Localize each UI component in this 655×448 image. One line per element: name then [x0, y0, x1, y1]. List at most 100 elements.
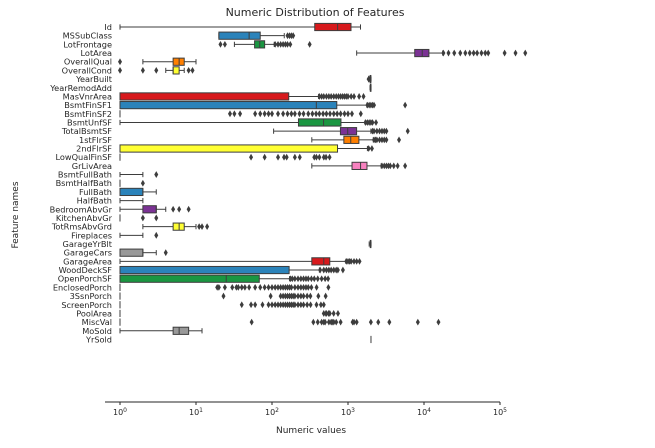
outlier-point: [346, 93, 350, 100]
outlier-point: [197, 223, 202, 231]
outlier-point: [384, 162, 389, 170]
outlier-point: [282, 153, 287, 161]
outlier-point: [335, 310, 340, 317]
outlier-point: [140, 67, 145, 74]
outlier-point: [292, 110, 297, 118]
outlier-point: [292, 284, 297, 291]
outlier-point: [303, 284, 308, 291]
y-tick-label: HalfBath: [77, 196, 112, 206]
outlier-point: [154, 171, 159, 178]
outlier-point: [253, 301, 258, 309]
outlier-point: [321, 93, 326, 100]
outlier-point: [154, 231, 159, 239]
outlier-point: [266, 110, 271, 118]
outlier-point: [285, 292, 290, 300]
y-tick-label: EnclosedPorch: [53, 282, 112, 292]
outlier-point: [216, 284, 221, 291]
outlier-point: [483, 49, 488, 57]
outlier-point: [321, 153, 326, 161]
outlier-point: [262, 284, 267, 291]
outlier-point: [377, 136, 382, 144]
x-tick-base: 10: [493, 408, 503, 417]
outlier-point: [452, 49, 457, 57]
y-axis-label: Feature names: [11, 181, 21, 248]
outlier-point: [391, 162, 396, 170]
outlier-point: [285, 110, 290, 118]
outlier-point: [335, 266, 340, 274]
outlier-point: [288, 40, 293, 48]
outlier-point: [281, 292, 286, 300]
iqr-box: [119, 248, 144, 257]
outlier-point: [273, 301, 278, 309]
iqr-box: [119, 274, 260, 283]
y-tick-label: GrLivArea: [72, 161, 112, 171]
outlier-point: [298, 301, 303, 309]
outlier-point: [273, 40, 278, 48]
outlier-point: [370, 119, 375, 126]
outlier-point: [298, 292, 303, 300]
y-tick-label: YearBuilt: [75, 74, 113, 84]
outlier-point: [358, 110, 363, 118]
outlier-point: [276, 284, 281, 291]
outlier-point: [324, 153, 329, 161]
y-tick-label: GarageYrBlt: [63, 239, 113, 249]
outlier-point: [349, 110, 354, 118]
outlier-point: [374, 119, 379, 126]
y-tick-label: BsmtFullBath: [58, 170, 112, 180]
outlier-point: [249, 301, 254, 309]
outlier-point: [317, 110, 322, 118]
outlier-point: [308, 301, 313, 309]
outlier-point: [283, 292, 288, 300]
outlier-point: [331, 310, 336, 317]
outlier-point: [262, 153, 267, 161]
outlier-point: [323, 275, 328, 283]
outlier-point: [319, 93, 324, 100]
y-tick-label: LowQualFinSF: [55, 152, 112, 162]
outlier-point: [315, 275, 320, 283]
outlier-point: [278, 284, 283, 291]
outlier-point: [276, 40, 281, 48]
outlier-point: [349, 257, 354, 265]
outlier-point: [253, 110, 258, 118]
outlier-point: [278, 301, 283, 309]
outlier-point: [311, 318, 316, 326]
outlier-point: [384, 127, 389, 135]
outlier-point: [327, 310, 332, 317]
iqr-box: [142, 205, 157, 214]
outlier-point: [307, 40, 312, 48]
iqr-box: [218, 31, 261, 40]
x-tick-label: 105: [493, 407, 507, 417]
y-tick-label: MoSold: [82, 326, 112, 336]
outlier-point: [190, 67, 195, 74]
outlier-point: [238, 110, 243, 118]
outlier-point: [292, 153, 297, 161]
outlier-point: [298, 284, 303, 291]
iqr-box: [311, 257, 331, 266]
outlier-point: [314, 153, 319, 161]
outlier-point: [324, 93, 329, 100]
outlier-point: [118, 58, 122, 66]
outlier-point: [316, 292, 321, 300]
outlier-point: [467, 49, 472, 57]
outlier-point: [258, 284, 263, 291]
outlier-point: [281, 301, 286, 309]
outlier-point: [331, 266, 336, 274]
outlier-point: [317, 153, 322, 161]
outlier-point: [289, 110, 294, 118]
outlier-point: [301, 301, 306, 309]
outlier-point: [314, 284, 319, 291]
x-tick-label: 101: [189, 407, 203, 417]
outlier-point: [324, 310, 329, 317]
outlier-point: [242, 284, 247, 291]
outlier-point: [232, 110, 237, 118]
outlier-point: [292, 275, 297, 283]
outlier-point: [268, 292, 273, 300]
outlier-point: [297, 153, 302, 161]
outlier-point: [403, 162, 408, 170]
x-tick-label: 102: [265, 407, 279, 417]
outlier-point: [329, 266, 334, 274]
outlier-point: [387, 318, 392, 326]
outlier-point: [346, 110, 350, 118]
iqr-box: [339, 127, 358, 136]
outlier-point: [382, 136, 387, 144]
